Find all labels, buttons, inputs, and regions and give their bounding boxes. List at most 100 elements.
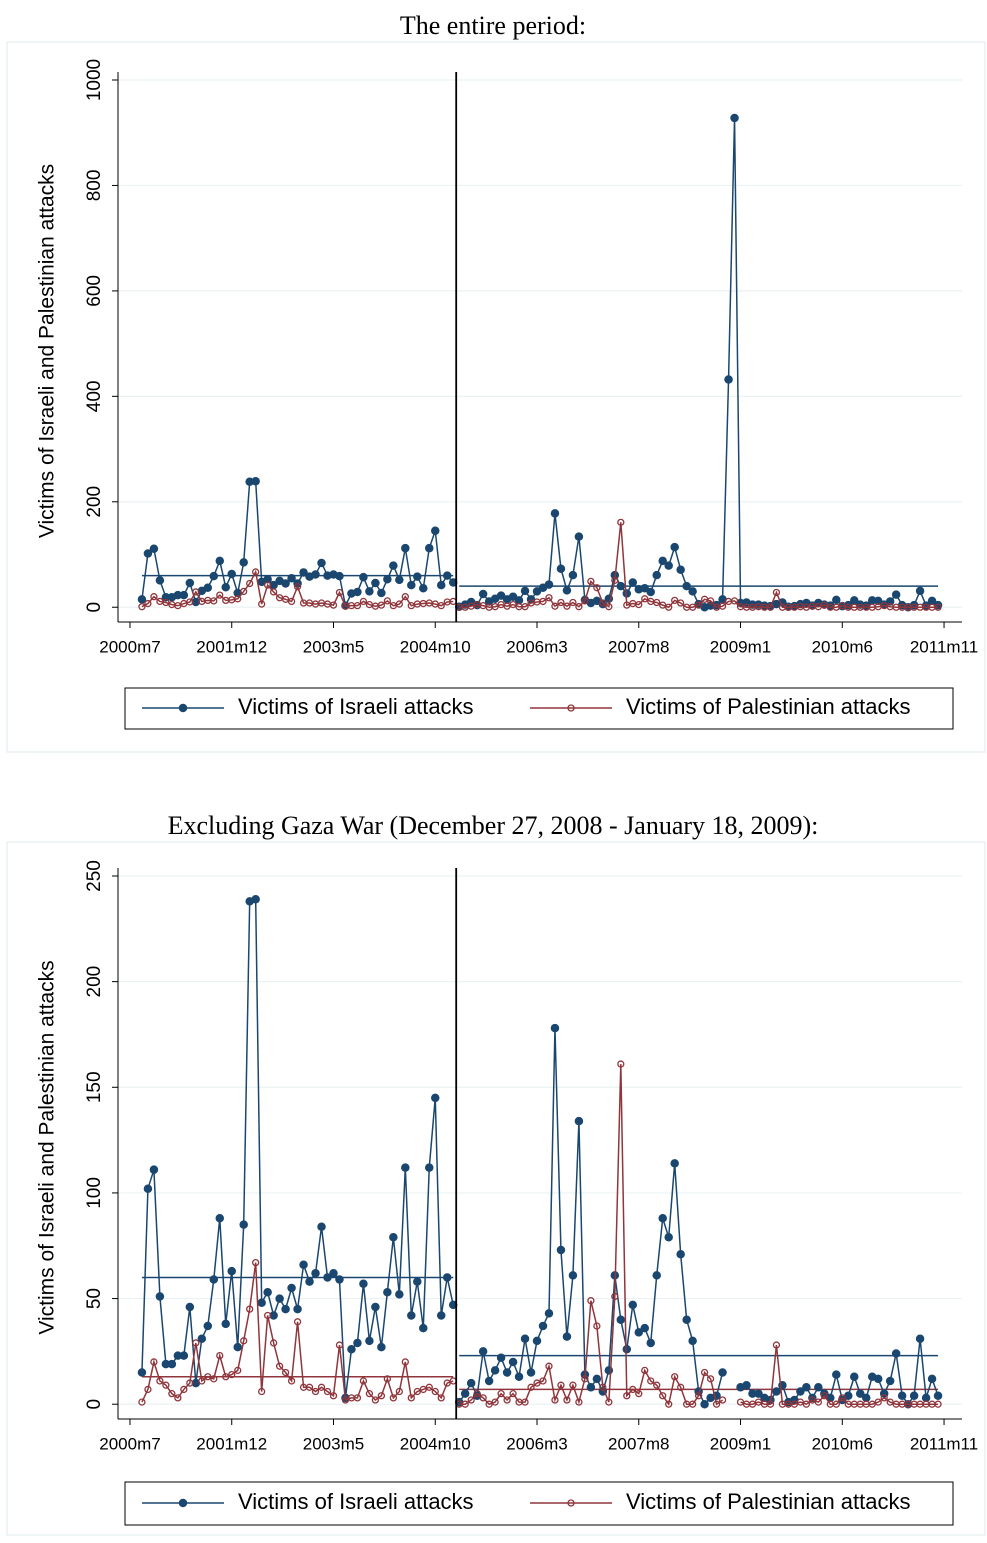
chart-title: Excluding Gaza War (December 27, 2008 - … [168,811,819,840]
data-point [442,1273,452,1282]
data-point [209,1275,219,1284]
data-point [496,591,506,600]
data-point [796,1387,805,1396]
data-point [228,1370,236,1379]
y-tick-label: 1000 [84,59,105,101]
x-tick-label: 2006m3 [506,1434,567,1453]
data-point [587,1297,595,1305]
data-point [550,509,560,518]
chart-title: The entire period: [400,11,586,40]
legend-label: Victims of Palestinian attacks [626,694,911,719]
data-point [623,1392,631,1400]
data-point [353,602,362,610]
data-point [371,578,380,588]
data-point [155,1292,165,1301]
data-point [670,542,679,552]
data-point [808,1396,817,1404]
data-point [496,1353,506,1362]
data-point [258,600,266,608]
data-point [873,596,883,606]
x-tick-label: 2000m7 [99,1434,160,1453]
data-point [490,1366,500,1375]
data-point [652,1271,661,1280]
x-tick-label: 2000m7 [99,637,160,656]
data-point [185,1302,195,1312]
data-point [263,1287,272,1297]
data-point [593,584,601,592]
data-point [425,1163,434,1172]
data-point [240,587,248,596]
data-point [563,602,571,610]
data-point [671,1373,679,1381]
data-point [575,603,583,611]
data-point [556,564,566,573]
data-point [611,576,619,584]
data-point [874,1398,882,1406]
data-point [407,1394,415,1402]
data-point [557,598,565,607]
data-point [240,1337,248,1345]
data-point [611,1292,619,1301]
data-point [700,1399,709,1409]
data-point [724,375,733,384]
data-point [185,578,195,588]
data-point [526,1368,536,1377]
data-point [897,1391,907,1401]
data-point [772,588,781,597]
data-point [820,1389,829,1398]
data-point [514,596,524,605]
x-tick-label: 2011m11 [910,1434,978,1453]
data-point [329,601,338,609]
data-point [365,1336,374,1346]
data-point [551,602,559,610]
data-point [574,532,584,541]
data-point [263,575,272,584]
y-tick-label: 200 [84,486,105,518]
data-point [550,1023,560,1033]
data-point [592,1374,602,1384]
data-point [478,589,488,599]
data-point [341,1396,350,1404]
data-point [252,568,260,576]
data-point [383,1287,392,1297]
data-point [197,1334,207,1343]
data-point [407,580,416,590]
data-point [258,1387,266,1396]
data-point [544,580,554,589]
data-point [736,1398,745,1406]
data-point [718,1368,727,1377]
data-point [694,601,703,609]
data-point [562,586,572,595]
data-point [527,1383,535,1391]
data-point [861,1393,871,1403]
data-point [430,1093,440,1103]
data-point [665,603,673,611]
data-point [539,1377,547,1385]
legend-label: Victims of Israeli attacks [238,1489,474,1514]
data-point [281,1368,290,1377]
data-point [934,603,942,611]
data-point [628,1300,638,1310]
data-point [921,1393,931,1403]
x-tick-label: 2011m11 [910,637,978,656]
data-point [281,595,290,603]
data-point [551,1396,559,1404]
data-point [203,1321,213,1331]
data-point [246,1305,254,1313]
data-point [335,588,344,597]
data-point [628,578,638,587]
data-point [263,1311,272,1320]
data-point [640,584,650,593]
data-point [665,1400,673,1408]
data-point [688,1336,697,1346]
data-point [293,1304,302,1314]
data-point [676,565,685,575]
data-point [790,1400,799,1408]
data-point [688,603,697,611]
y-tick-label: 400 [84,380,105,412]
data-point [562,1332,572,1341]
data-point [855,1389,865,1398]
data-point [556,1245,566,1255]
data-point [652,570,661,580]
data-point [832,1370,841,1379]
